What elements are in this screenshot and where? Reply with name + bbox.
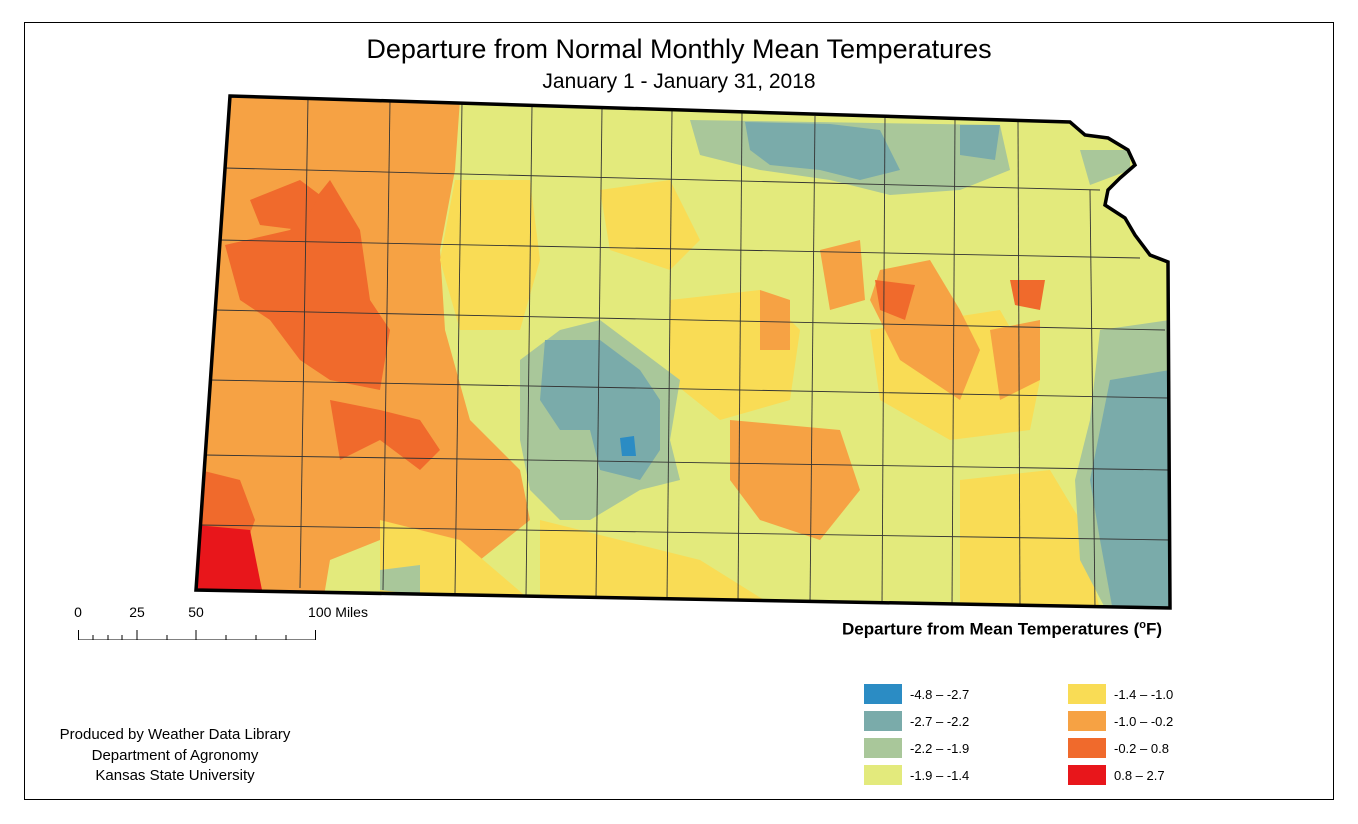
zone-south-yellow-2 xyxy=(540,520,780,608)
legend-label: -2.7 – -2.2 xyxy=(910,713,970,729)
legend-label: -1.0 – -0.2 xyxy=(1114,713,1174,729)
zone-west-redorange-1 xyxy=(225,180,390,390)
legend: -4.8 – -2.7 -2.7 – -2.2 -2.2 – -1.9 -1.9… xyxy=(864,684,1194,794)
legend-item: -0.2 – 0.8 xyxy=(1068,738,1169,758)
credits-line-1: Produced by Weather Data Library xyxy=(59,726,291,743)
credits-line-3: Kansas State University xyxy=(95,767,255,784)
zone-east-redorange-2 xyxy=(875,280,915,320)
zone-east-orange-2 xyxy=(990,320,1040,400)
credits-line-2: Department of Agronomy xyxy=(91,746,259,764)
legend-item: -4.8 – -2.7 xyxy=(864,684,969,704)
legend-item: -2.7 – -2.2 xyxy=(864,711,969,731)
legend-swatch xyxy=(864,765,902,785)
zone-west-redorange-2 xyxy=(250,180,320,230)
scale-label-0: 0 xyxy=(74,604,82,620)
zone-central-orange-3 xyxy=(820,240,865,310)
legend-title-degree: o xyxy=(1139,619,1146,631)
zone-central-orange-1 xyxy=(730,420,860,540)
legend-item: 0.8 – 2.7 xyxy=(1068,765,1165,785)
legend-swatch xyxy=(1068,684,1106,704)
legend-swatch xyxy=(1068,738,1106,758)
legend-swatch xyxy=(1068,765,1106,785)
zone-se-yellow xyxy=(960,470,1100,608)
legend-item: -1.0 – -0.2 xyxy=(1068,711,1173,731)
temperature-surface xyxy=(196,96,1170,608)
legend-swatch xyxy=(864,684,902,704)
zone-ne-teal-2 xyxy=(960,125,1000,160)
legend-label: -4.8 – -2.7 xyxy=(910,686,970,702)
scale-label-50: 50 xyxy=(188,604,204,620)
kansas-state-outline xyxy=(194,94,1172,610)
legend-title-end: F) xyxy=(1146,619,1163,639)
map-subtitle: January 1 - January 31, 2018 xyxy=(542,70,816,93)
legend-title: Departure from Mean Temperatures (oF) xyxy=(842,619,1162,640)
scale-label-25: 25 xyxy=(129,604,145,620)
county-lines xyxy=(199,97,1170,608)
map-frame xyxy=(24,22,1334,800)
legend-swatch xyxy=(1068,711,1106,731)
zone-central-yellow-1 xyxy=(440,180,540,330)
legend-label: -1.9 – -1.4 xyxy=(910,767,970,783)
zone-ne-corner-green xyxy=(1080,150,1130,185)
zone-central-blue xyxy=(620,436,636,456)
zone-east-teal xyxy=(1090,370,1170,608)
scale-label-100: 100 Miles xyxy=(308,604,368,620)
legend-item: -1.9 – -1.4 xyxy=(864,765,969,785)
legend-swatch xyxy=(864,738,902,758)
credits: Produced by Weather Data Library Departm… xyxy=(30,725,320,787)
legend-label: -0.2 – 0.8 xyxy=(1114,740,1169,756)
scale-bar: 0 25 50 100 Miles xyxy=(70,604,390,644)
legend-label: -1.4 – -1.0 xyxy=(1114,686,1174,702)
scale-bar-ticks xyxy=(78,630,316,640)
zone-ne-teal-1 xyxy=(745,122,900,180)
zone-south-green xyxy=(380,565,420,595)
legend-title-main: Departure from Mean Temperatures ( xyxy=(842,619,1140,639)
legend-swatch xyxy=(864,711,902,731)
legend-label: -2.2 – -1.9 xyxy=(910,740,970,756)
legend-label: 0.8 – 2.7 xyxy=(1114,767,1165,783)
map-title: Departure from Normal Monthly Mean Tempe… xyxy=(366,34,992,64)
legend-item: -2.2 – -1.9 xyxy=(864,738,969,758)
legend-item: -1.4 – -1.0 xyxy=(1068,684,1173,704)
zone-central-orange-2 xyxy=(760,290,790,350)
zone-sw-red xyxy=(196,525,262,592)
